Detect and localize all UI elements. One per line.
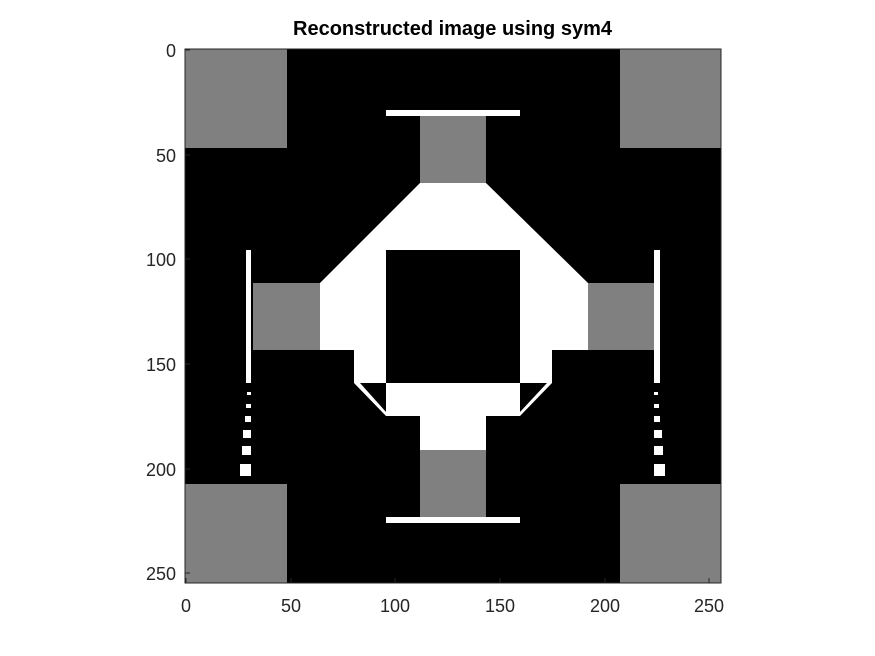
white-dot-left-4 [243, 430, 251, 438]
gray-block-bottom [420, 450, 486, 517]
x-tick-label: 0 [181, 596, 191, 616]
white-dot-right-1 [654, 392, 658, 395]
x-tick-label: 200 [590, 596, 620, 616]
y-tick-label: 100 [146, 250, 176, 270]
gray-square-top-left [185, 49, 287, 148]
gray-block-left [253, 283, 320, 350]
white-bar-right [654, 250, 660, 383]
y-tick-label: 200 [146, 460, 176, 480]
white-dot-right-4 [654, 430, 662, 438]
white-dot-left-3 [245, 416, 251, 422]
gray-square-top-right [620, 49, 721, 148]
white-dot-right-3 [654, 416, 660, 422]
inner-black-square [386, 250, 520, 383]
gray-block-right [588, 283, 654, 350]
x-tick-label: 150 [485, 596, 515, 616]
image-content [185, 49, 721, 583]
y-tick-label: 50 [156, 146, 176, 166]
white-dot-left-5 [242, 446, 251, 455]
gray-square-bottom-right [620, 484, 721, 583]
white-dot-right-6 [654, 464, 665, 476]
x-tick-label: 50 [281, 596, 301, 616]
white-bar-left [246, 250, 251, 383]
white-bar-bottom [386, 517, 520, 523]
x-tick-label: 100 [380, 596, 410, 616]
white-bar-top [386, 110, 520, 116]
white-dot-left-1 [247, 392, 251, 395]
white-dot-left-2 [246, 404, 251, 408]
gray-square-bottom-left [185, 484, 287, 583]
x-tick-label: 250 [694, 596, 724, 616]
y-tick-label: 150 [146, 355, 176, 375]
y-tick-label: 250 [146, 564, 176, 584]
y-tick-label: 0 [166, 41, 176, 61]
white-dot-right-5 [654, 446, 663, 455]
white-dot-right-2 [654, 404, 659, 408]
white-dot-left-6 [240, 464, 251, 476]
gray-block-top [420, 115, 486, 183]
